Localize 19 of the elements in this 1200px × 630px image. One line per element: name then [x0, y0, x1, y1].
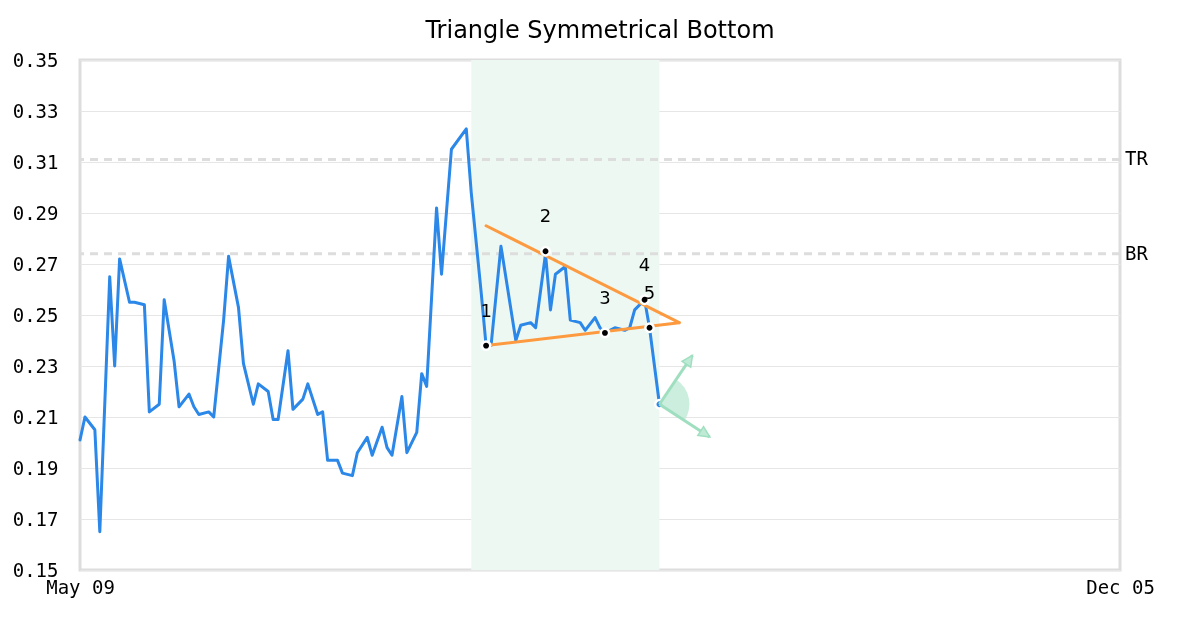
chart-title: Triangle Symmetrical Bottom — [424, 16, 775, 44]
y-tick-label: 0.35 — [12, 48, 59, 71]
ref-line-label: BR — [1125, 241, 1149, 264]
y-tick-label: 0.29 — [12, 201, 59, 224]
y-tick-label: 0.21 — [12, 405, 59, 428]
annotation: 3 — [599, 286, 611, 308]
y-tick-label: 0.23 — [12, 354, 59, 377]
annotation: 2 — [539, 205, 552, 227]
y-tick-label: 0.17 — [12, 507, 59, 530]
y-tick-label: 0.25 — [12, 303, 59, 326]
y-tick-label: 0.19 — [12, 456, 59, 479]
ref-line-label: TR — [1125, 147, 1149, 170]
y-tick-label: 0.33 — [12, 99, 59, 122]
annotation: 5 — [643, 281, 656, 303]
y-tick-label: 0.15 — [12, 558, 59, 581]
annotation: 4 — [638, 253, 651, 275]
y-tick-label: 0.31 — [12, 150, 59, 173]
x-tick-label: Dec 05 — [1086, 575, 1155, 598]
y-tick-label: 0.27 — [12, 252, 59, 275]
